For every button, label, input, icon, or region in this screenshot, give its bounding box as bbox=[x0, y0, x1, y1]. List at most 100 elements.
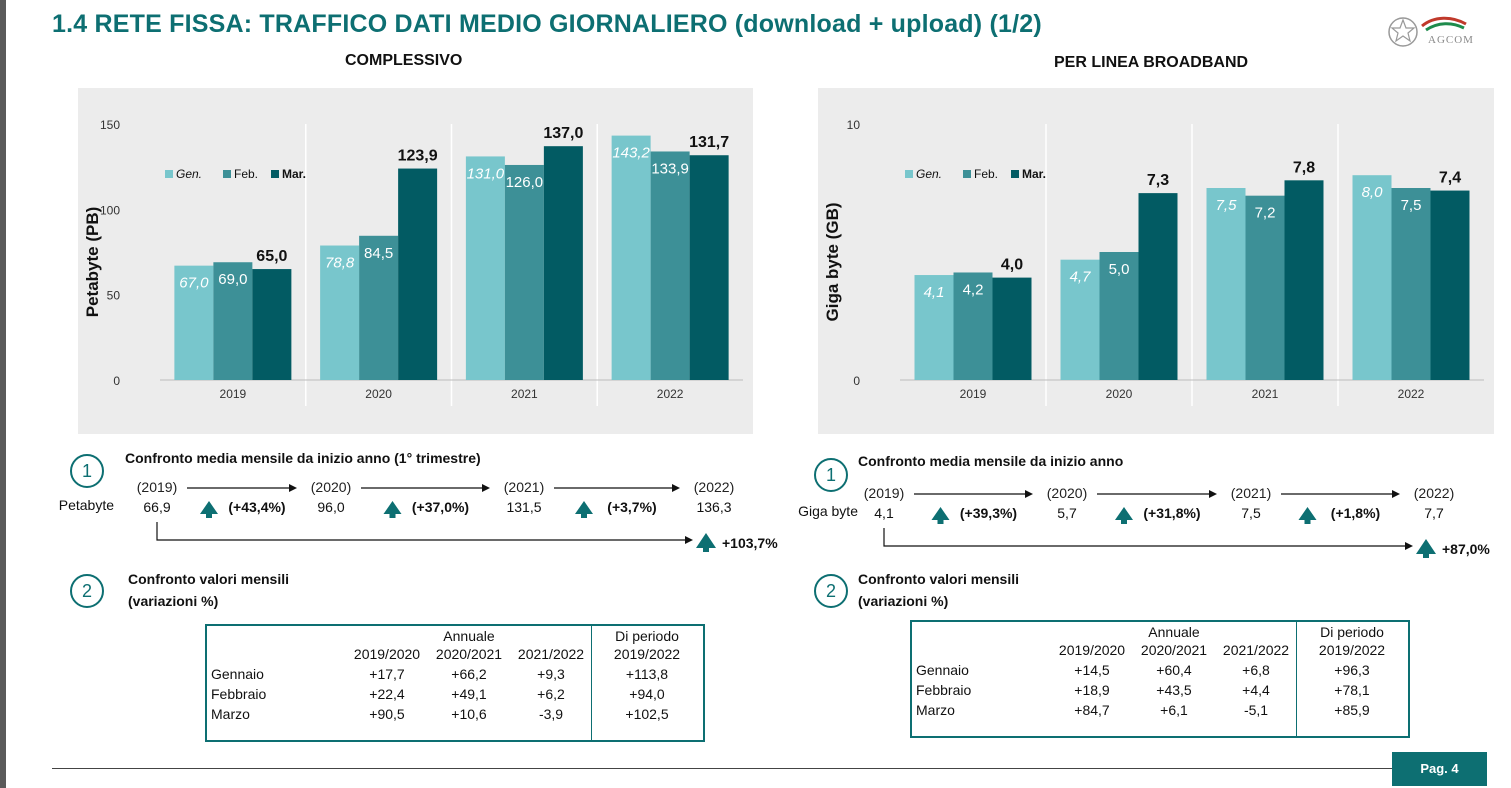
right-chart-subtitle: PER LINEA BROADBAND bbox=[1054, 54, 1249, 71]
year-label: (2019) bbox=[864, 485, 904, 501]
x-tick-label: 2020 bbox=[1106, 387, 1133, 401]
data-label: 4,7 bbox=[1070, 269, 1092, 286]
legend-label: Feb. bbox=[234, 167, 258, 181]
comparison-svg: Petabyte (2019) 66,9 (2020) 96,0 (2021) 131,5 (… bbox=[59, 479, 778, 552]
chart-0-svg: 0 50 100 150 67,0 69,0 65,0 2019 78,8 84,5 123,9 20… bbox=[78, 88, 753, 434]
table-period-header-2: 2019/2022 bbox=[1318, 642, 1386, 658]
year-value: 136,3 bbox=[696, 499, 731, 515]
y-axis-label: Giga byte (GB) bbox=[823, 202, 842, 321]
data-label: 131,7 bbox=[689, 134, 729, 151]
bar-gen-2022 bbox=[611, 135, 651, 380]
change-label: (+3,7%) bbox=[607, 499, 656, 515]
table-cell: +9,3 bbox=[537, 666, 565, 682]
year-value: 7,7 bbox=[1424, 505, 1444, 521]
left-edge-bar bbox=[0, 0, 6, 788]
total-arrow bbox=[883, 528, 1406, 547]
table-row-label: Marzo bbox=[916, 702, 955, 718]
table-cell: +49,1 bbox=[451, 686, 487, 702]
y-axis-label: Petabyte (PB) bbox=[83, 207, 102, 318]
year-value: 131,5 bbox=[506, 499, 541, 515]
data-label: 8,0 bbox=[1362, 184, 1384, 201]
legend-swatch bbox=[271, 170, 279, 178]
data-label: 123,9 bbox=[398, 148, 438, 165]
change-label: (+39,3%) bbox=[960, 505, 1017, 521]
legend-swatch bbox=[165, 170, 173, 178]
arrow-head-icon bbox=[672, 484, 680, 492]
y-tick-label: 0 bbox=[853, 374, 860, 388]
table-group-header: Annuale bbox=[443, 628, 495, 644]
legend-swatch bbox=[905, 170, 913, 178]
bar-mar-2020 bbox=[1138, 193, 1178, 380]
logo-text: AGCOM bbox=[1428, 34, 1474, 46]
bar-mar-2020 bbox=[398, 168, 438, 380]
x-tick-label: 2019 bbox=[960, 387, 987, 401]
table-divider bbox=[591, 626, 592, 740]
section-number-2-left: 2 bbox=[70, 574, 104, 608]
table-column-header: 2020/2021 bbox=[1140, 642, 1208, 658]
arrow-head-icon bbox=[1405, 542, 1413, 550]
data-label: 7,4 bbox=[1439, 170, 1461, 187]
table-column-header: 2020/2021 bbox=[435, 646, 503, 662]
page-number: Pag. 4 bbox=[1392, 752, 1487, 786]
table-cell: +60,4 bbox=[1156, 662, 1192, 678]
year-label: (2019) bbox=[137, 479, 177, 495]
left-table-title-2: (variazioni %) bbox=[128, 593, 219, 609]
bar-mar-2019 bbox=[252, 269, 292, 380]
data-label: 7,8 bbox=[1293, 159, 1315, 176]
legend-label: Feb. bbox=[974, 167, 998, 181]
table-cell: -3,9 bbox=[538, 706, 564, 722]
total-arrow bbox=[156, 522, 686, 541]
arrow-head-icon bbox=[482, 484, 490, 492]
year-label: (2020) bbox=[1047, 485, 1087, 501]
table-group-header: Annuale bbox=[1148, 624, 1200, 640]
legend-label: Mar. bbox=[282, 167, 306, 181]
y-tick-label: 0 bbox=[113, 374, 120, 388]
table-cell: -5,1 bbox=[1243, 702, 1269, 718]
table-cell: +43,5 bbox=[1156, 682, 1192, 698]
year-label: (2022) bbox=[694, 479, 734, 495]
bar-gen-2019 bbox=[914, 275, 954, 380]
table-period-header: Di periodo bbox=[615, 628, 679, 644]
data-label: 4,2 bbox=[963, 281, 984, 298]
arrow-head-icon bbox=[1392, 490, 1400, 498]
bar-feb-2020 bbox=[1099, 252, 1139, 380]
up-arrow-icon bbox=[696, 533, 716, 552]
up-arrow-icon bbox=[1416, 539, 1436, 558]
table-cell: +6,8 bbox=[1242, 662, 1270, 678]
comparison-svg: Giga byte (2019) 4,1 (2020) 5,7 (2021) 7,5 (202… bbox=[798, 485, 1490, 558]
up-arrow-icon bbox=[1115, 507, 1133, 524]
bar-feb-2022 bbox=[650, 151, 690, 380]
data-label: 7,3 bbox=[1147, 172, 1169, 189]
data-label: 131,0 bbox=[467, 165, 505, 182]
up-arrow-icon bbox=[1298, 507, 1317, 524]
total-change-label: +103,7% bbox=[722, 535, 778, 551]
table-period-cell: +96,3 bbox=[1334, 662, 1370, 678]
year-label: (2021) bbox=[1231, 485, 1271, 501]
y-tick-label: 150 bbox=[100, 118, 120, 132]
legend-label: Gen. bbox=[916, 167, 942, 181]
table-period-header: Di periodo bbox=[1320, 624, 1384, 640]
table-divider bbox=[1296, 622, 1297, 736]
bar-mar-2022 bbox=[1430, 190, 1470, 380]
table-cell: +22,4 bbox=[369, 686, 405, 702]
bar-mar-2021 bbox=[543, 146, 583, 380]
legend-swatch bbox=[1011, 170, 1019, 178]
total-change-label: +87,0% bbox=[1442, 541, 1490, 557]
bar-gen-2022 bbox=[1352, 175, 1392, 380]
bar-feb-2021 bbox=[1245, 195, 1285, 380]
table-period-cell: +94,0 bbox=[629, 686, 665, 702]
table-cell: +10,6 bbox=[451, 706, 487, 722]
y-tick-label: 10 bbox=[847, 118, 861, 132]
unit-label: Giga byte bbox=[798, 503, 858, 519]
bar-feb-2019 bbox=[213, 262, 253, 380]
bar-gen-2020 bbox=[320, 245, 360, 380]
bar-feb-2021 bbox=[504, 164, 544, 380]
year-value: 4,1 bbox=[874, 505, 894, 521]
bar-feb-2019 bbox=[953, 272, 993, 380]
table-cell: +6,1 bbox=[1160, 702, 1188, 718]
table-period-cell: +85,9 bbox=[1334, 702, 1370, 718]
data-label: 5,0 bbox=[1109, 261, 1130, 278]
left-comparison-flow: Petabyte (2019) 66,9 (2020) 96,0 (2021) 131,5 (… bbox=[50, 476, 778, 556]
data-label: 7,5 bbox=[1401, 197, 1422, 214]
section-number-1-left: 1 bbox=[70, 454, 104, 488]
